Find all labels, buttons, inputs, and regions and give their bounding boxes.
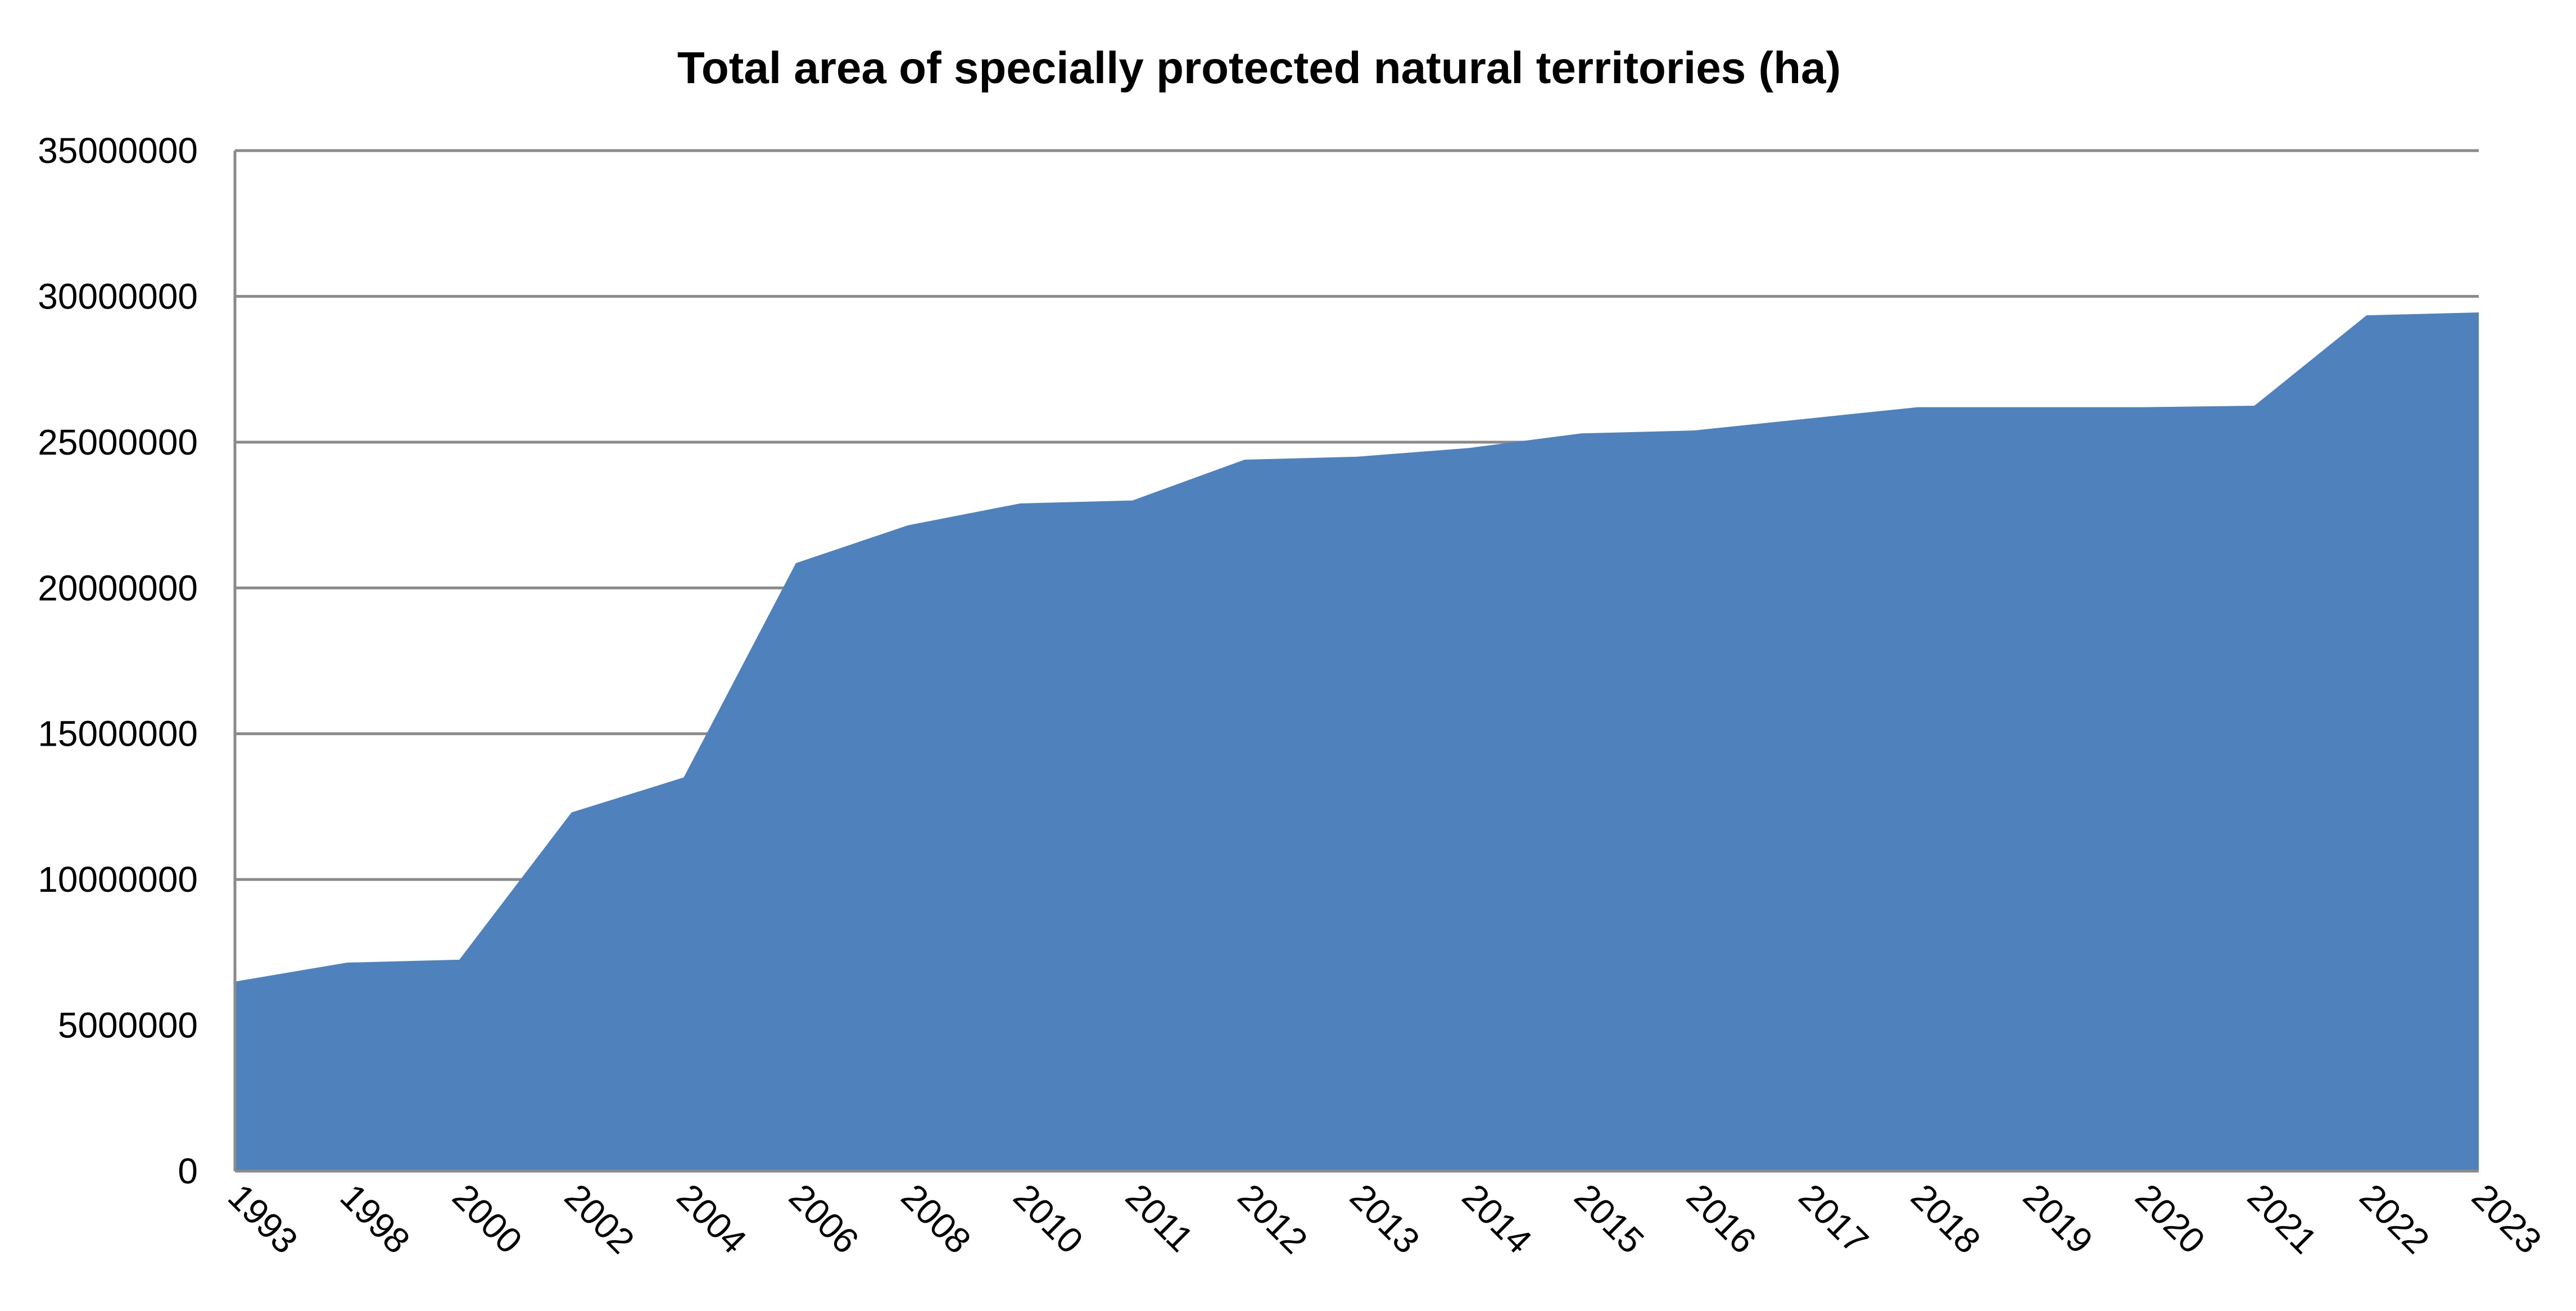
y-tick-label: 0 [178,1151,198,1191]
x-tick-label: 2016 [1679,1176,1764,1262]
y-tick-label: 35000000 [38,130,198,171]
x-tick-label: 1998 [333,1176,418,1262]
x-tick-label: 2023 [2464,1176,2550,1262]
x-tick-label: 2013 [1342,1176,1428,1262]
area-series [235,312,2479,1171]
x-tick-label: 2015 [1567,1176,1652,1262]
x-tick-label: 2004 [669,1176,755,1262]
x-tick-label: 2017 [1791,1176,1877,1262]
x-tick-label: 2019 [2016,1176,2101,1262]
y-axis-ticks: 0 5000000 10000000 15000000 20000000 25000000… [38,130,198,1191]
area-series-fill [235,312,2479,1171]
x-tick-label: 2002 [557,1176,642,1262]
x-tick-label: 2022 [2352,1176,2438,1262]
x-tick-label: 2006 [781,1176,867,1262]
axes [233,151,2479,1173]
y-tick-label: 5000000 [58,1005,198,1046]
x-axis-ticks: 1993 1998 2000 2002 2004 2006 2008 2010 2011 2012… [220,1176,2550,1262]
x-tick-label: 1993 [220,1176,306,1262]
x-tick-label: 2018 [1903,1176,1989,1262]
y-tick-label: 20000000 [38,568,198,608]
y-tick-label: 15000000 [38,714,198,754]
x-tick-label: 2012 [1230,1176,1316,1262]
x-tick-label: 2000 [445,1176,530,1262]
x-tick-label: 2014 [1455,1176,1540,1262]
x-tick-label: 2021 [2240,1176,2325,1262]
chart-title: Total area of specially protected natura… [677,43,1841,93]
x-tick-label: 2020 [2127,1176,2213,1262]
x-tick-label: 2011 [1118,1176,1201,1259]
x-tick-label: 2010 [1006,1176,1091,1262]
y-tick-label: 10000000 [38,859,198,900]
x-tick-label: 2008 [894,1176,979,1262]
y-tick-label: 30000000 [38,276,198,316]
y-tick-label: 25000000 [38,422,198,462]
